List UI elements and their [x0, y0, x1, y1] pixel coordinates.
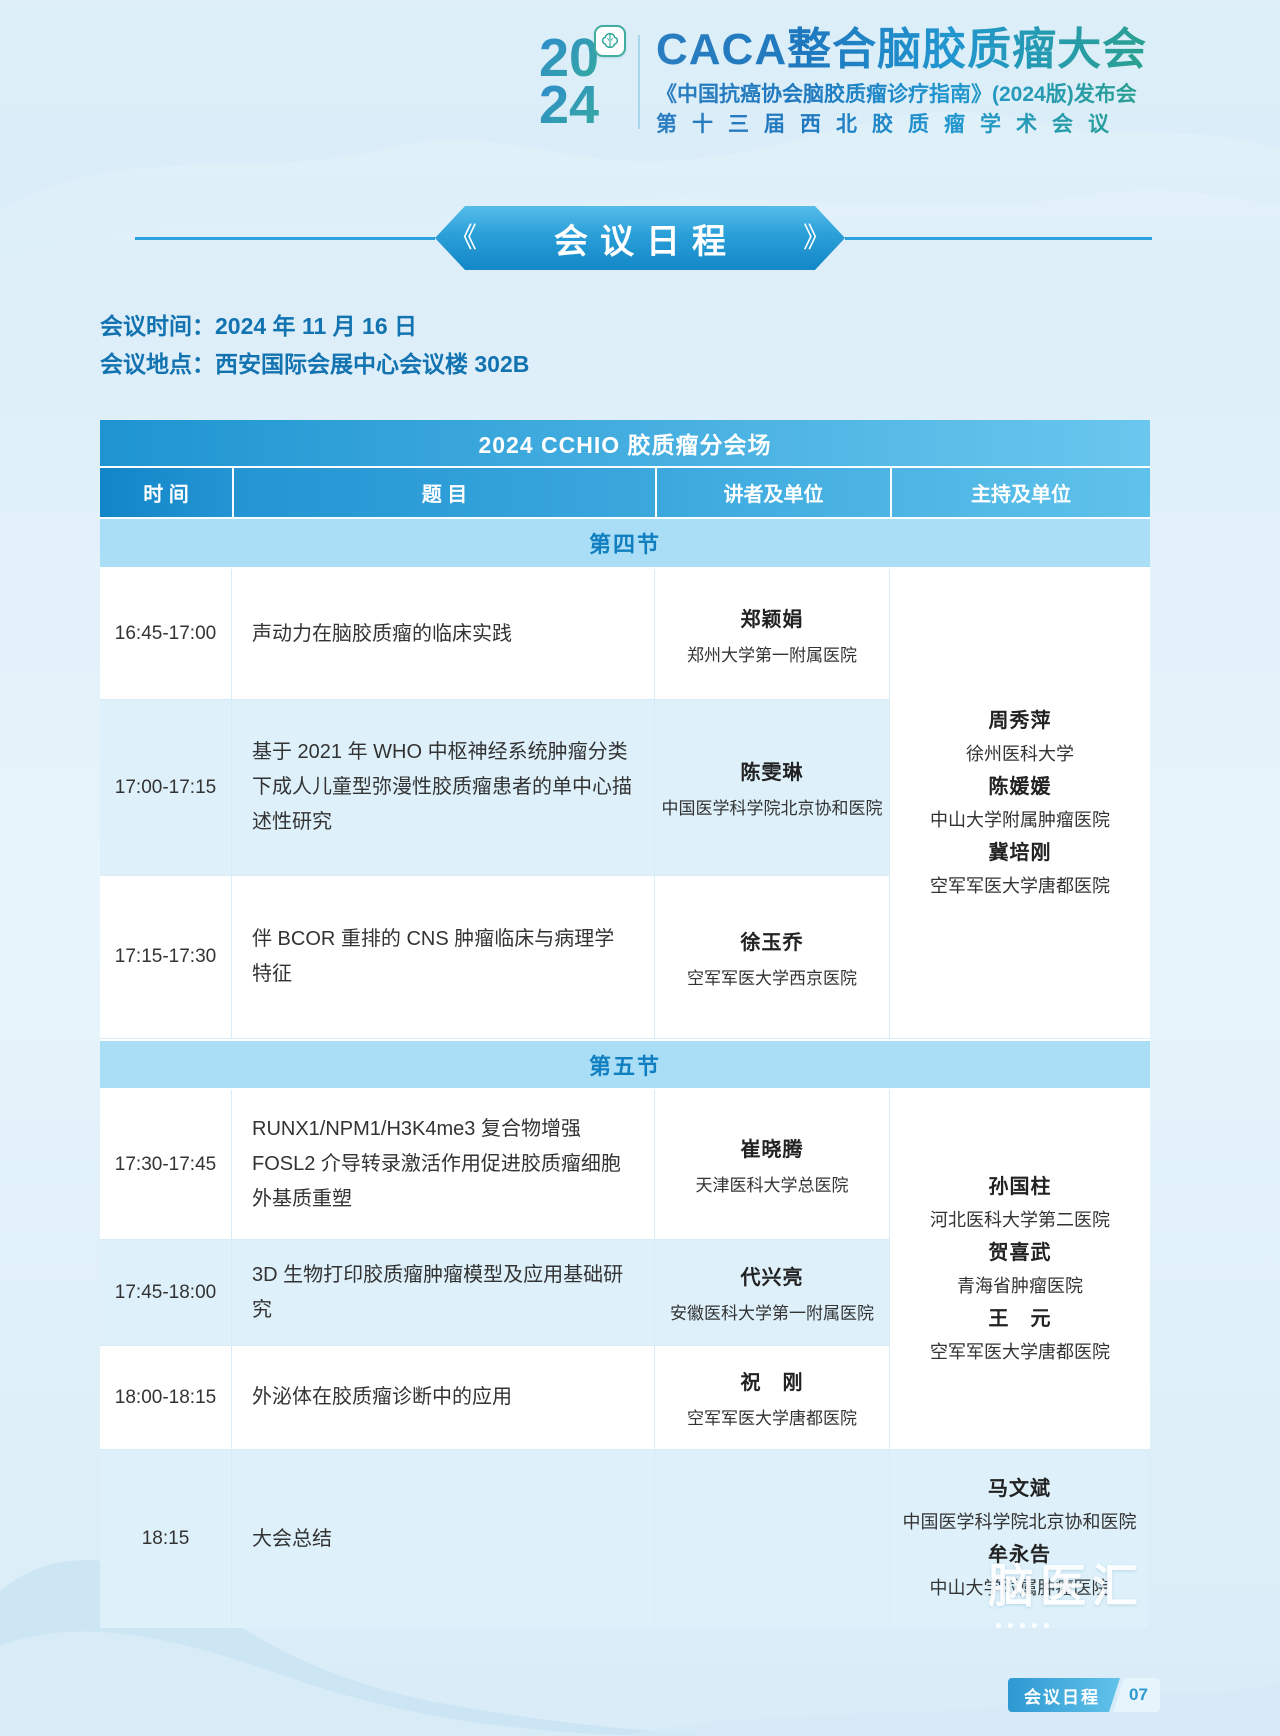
chair-name: 陈媛媛 [988, 775, 1052, 798]
row-time: 17:15-17:30 [100, 876, 232, 1039]
chair-affiliation: 空军军医大学唐都医院 [930, 1341, 1110, 1362]
table-title: 2024 CCHIO 胶质瘤分会场 [100, 420, 1150, 468]
chair-affiliation: 空军军医大学唐都医院 [930, 875, 1110, 896]
meeting-place: 会议地点：西安国际会展中心会议楼 302B [100, 351, 530, 377]
schedule-table: 2024 CCHIO 胶质瘤分会场 时 间 题 目 讲者及单位 主持及单位 第四… [100, 420, 1150, 1628]
section-band-4: 第四节 [100, 517, 1150, 569]
row-time: 17:45-18:00 [100, 1240, 232, 1346]
speaker-affiliation: 空军军医大学西京医院 [687, 968, 857, 988]
conference-header: 20 24 CACA整合脑胶质瘤大会 《中国抗癌协会脑胶质瘤诊疗指南》(2024… [516, 25, 1147, 138]
header-divider [638, 35, 640, 129]
conference-subtitle-guide: 《中国抗癌协会脑胶质瘤诊疗指南》(2024版)发布会 [656, 82, 1147, 108]
page-badge: 会议日程 07 [1008, 1678, 1160, 1712]
chair-affiliation: 中山大学附属肿瘤医院 [929, 1578, 1110, 1598]
chair-name: 孙国柱 [988, 1175, 1052, 1198]
chair-name: 贺喜武 [988, 1241, 1052, 1264]
banner-left-chevron-icon: 《 [449, 221, 478, 254]
session5-chairs: 孙国柱 河北医科大学第二医院 贺喜武 青海省肿瘤医院 王 元 空军军医大学唐都医… [890, 1090, 1150, 1450]
chair-affiliation: 河北医科大学第二医院 [930, 1209, 1110, 1230]
row-speaker: 代兴亮 安徽医科大学第一附属医院 [655, 1240, 890, 1346]
conference-logo-2024: 20 24 [516, 25, 626, 132]
speaker-affiliation: 天津医科大学总医院 [695, 1176, 849, 1195]
chair-affiliation: 中国医学科学院北京协和医院 [902, 1512, 1137, 1532]
row-time: 16:45-17:00 [100, 569, 232, 700]
speaker-name: 代兴亮 [740, 1267, 804, 1289]
chair-affiliation: 徐州医科大学 [966, 743, 1074, 764]
banner-right-chevron-icon: 》 [802, 221, 831, 254]
row-time: 17:00-17:15 [100, 700, 232, 876]
agenda-banner: 《 会议日程 》 [435, 206, 845, 270]
closing-row-speaker-empty [655, 1450, 890, 1628]
agenda-banner-title: 会议日程 [554, 221, 738, 262]
chair-name: 王 元 [988, 1307, 1052, 1330]
speaker-affiliation: 中国医学科学院北京协和医院 [661, 799, 883, 818]
conference-title: CACA整合脑胶质瘤大会 [656, 25, 1148, 74]
speaker-affiliation: 郑州大学第一附属医院 [687, 645, 857, 665]
column-header-chair: 主持及单位 [890, 468, 1150, 517]
row-topic: 3D 生物打印胶质瘤肿瘤模型及应用基础研究 [232, 1240, 655, 1346]
row-topic: RUNX1/NPM1/H3K4me3 复合物增强 FOSL2 介导转录激活作用促… [232, 1090, 655, 1240]
row-speaker: 徐玉乔 空军军医大学西京医院 [655, 876, 890, 1039]
chair-name: 周秀萍 [988, 709, 1052, 732]
chair-name: 马文斌 [988, 1478, 1051, 1500]
page-number: 07 [1113, 1678, 1160, 1712]
closing-row-topic: 大会总结 [232, 1450, 655, 1628]
chair-affiliation: 中山大学附属肿瘤医院 [930, 809, 1110, 830]
speaker-affiliation: 安徽医科大学第一附属医院 [670, 1304, 874, 1323]
page-badge-label: 会议日程 [1008, 1678, 1120, 1712]
speaker-name: 祝 刚 [740, 1372, 804, 1394]
row-speaker: 祝 刚 空军军医大学唐都医院 [655, 1346, 890, 1450]
row-topic: 声动力在脑胶质瘤的临床实践 [232, 569, 655, 700]
closing-row-chairs: 马文斌 中国医学科学院北京协和医院 牟永告 中山大学附属肿瘤医院 [890, 1450, 1150, 1628]
row-speaker: 崔晓腾 天津医科大学总医院 [655, 1090, 890, 1240]
session4-chairs: 周秀萍 徐州医科大学 陈媛媛 中山大学附属肿瘤医院 冀培刚 空军军医大学唐都医院 [890, 569, 1150, 1039]
row-time: 17:30-17:45 [100, 1090, 232, 1240]
conference-subtitle-session: 第十三届西北胶质瘤学术会议 [656, 112, 1147, 138]
banner-line-right [845, 237, 1152, 240]
speaker-name: 崔晓腾 [740, 1139, 804, 1161]
section-band-5: 第五节 [100, 1039, 1150, 1090]
speaker-name: 郑颖娟 [740, 608, 804, 631]
meeting-info: 会议时间：2024 年 11 月 16 日 会议地点：西安国际会展中心会议楼 3… [100, 307, 529, 383]
background-mountains-top [0, 0, 1280, 262]
column-header-time: 时 间 [100, 468, 232, 517]
row-speaker: 陈雯琳 中国医学科学院北京协和医院 [655, 700, 890, 876]
speaker-affiliation: 空军军医大学唐都医院 [687, 1409, 857, 1428]
row-topic: 伴 BCOR 重排的 CNS 肿瘤临床与病理学特征 [232, 876, 655, 1039]
column-header-topic: 题 目 [232, 468, 655, 517]
chair-affiliation: 青海省肿瘤医院 [957, 1275, 1083, 1296]
chair-name: 冀培刚 [988, 841, 1052, 864]
logo-line-20: 20 [516, 31, 622, 85]
row-time: 18:00-18:15 [100, 1346, 232, 1450]
row-speaker: 郑颖娟 郑州大学第一附属医院 [655, 569, 890, 700]
speaker-name: 徐玉乔 [740, 931, 804, 954]
meeting-time: 会议时间：2024 年 11 月 16 日 [100, 313, 418, 339]
chair-name: 牟永告 [988, 1544, 1051, 1566]
column-header-speaker: 讲者及单位 [655, 468, 890, 517]
row-topic: 基于 2021 年 WHO 中枢神经系统肿瘤分类下成人儿童型弥漫性胶质瘤患者的单… [232, 700, 655, 876]
closing-row-time: 18:15 [100, 1450, 232, 1628]
speaker-name: 陈雯琳 [740, 762, 804, 784]
row-topic: 外泌体在胶质瘤诊断中的应用 [232, 1346, 655, 1450]
logo-line-24: 24 [516, 78, 622, 132]
banner-line-left [135, 237, 435, 240]
brain-icon [594, 25, 626, 57]
header-titles: CACA整合脑胶质瘤大会 《中国抗癌协会脑胶质瘤诊疗指南》(2024版)发布会 … [656, 26, 1147, 138]
